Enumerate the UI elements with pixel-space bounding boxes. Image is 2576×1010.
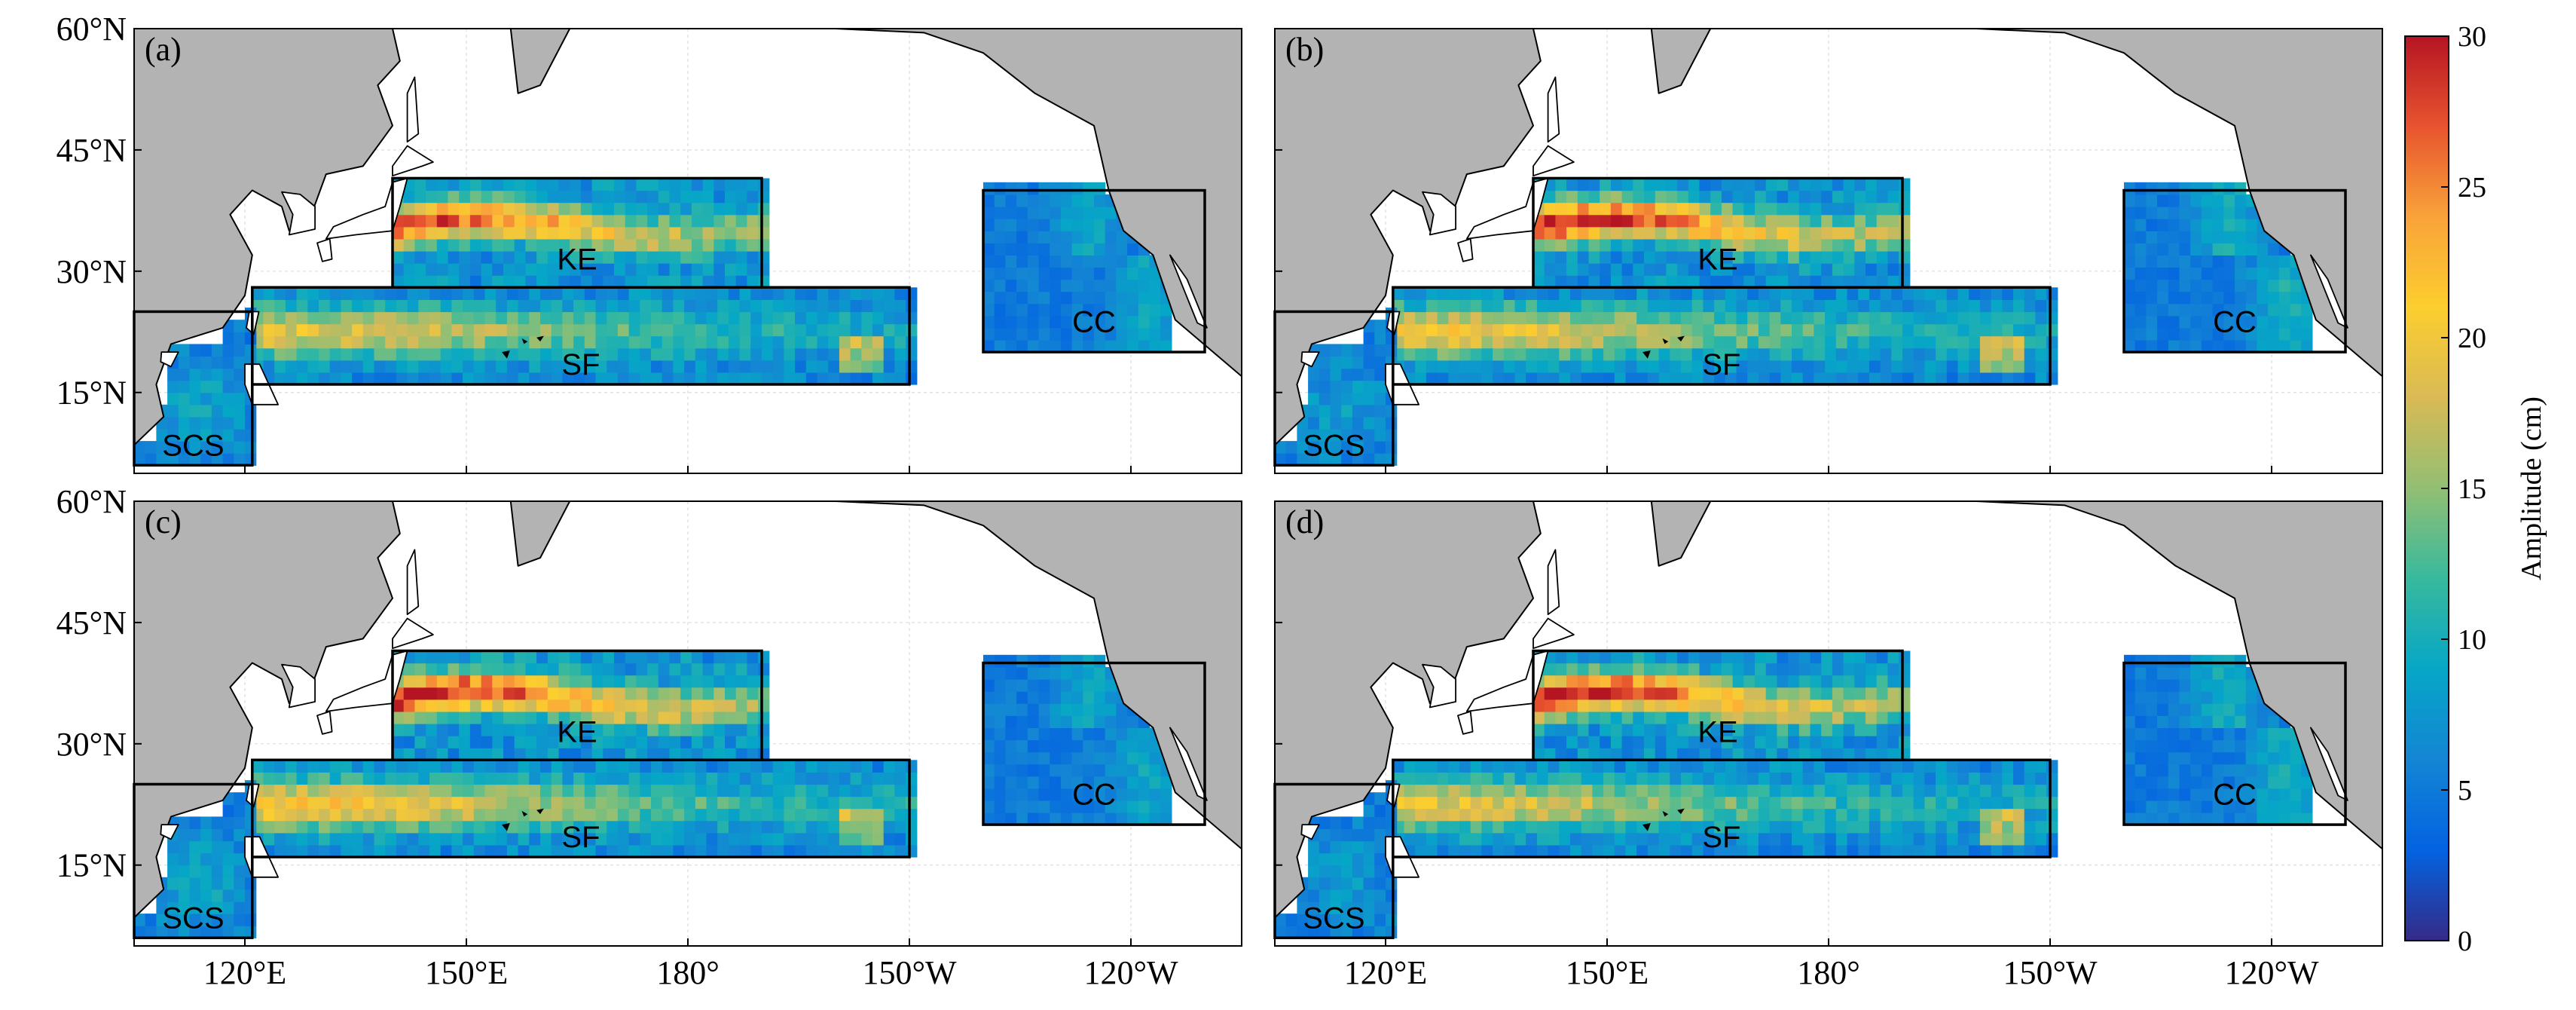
region-label-scs: SCS [162,901,224,935]
amplitude-field-ke [393,178,770,288]
lon-tick-label: 150°E [1566,954,1649,991]
lon-tick-label: 150°E [425,954,508,991]
region-label-sf: SF [561,821,600,854]
colorbar: 0 5 10 15 20 25 30 Amplitude (cm) [2404,21,2547,957]
lon-tick-label: 120°E [203,954,286,991]
lat-tick-label: 30°N [57,726,127,763]
lon-tick-label: 120°W [2224,954,2319,991]
region-boxes: KE SF CC SCS [1273,649,2347,940]
lat-tick-label: 15°N [57,375,127,412]
region-box-cc [2122,661,2347,826]
region-label-cc: CC [1072,305,1116,338]
colorbar-tick-label: 20 [2458,323,2486,354]
colorbar-tick-label: 10 [2458,624,2486,656]
map-panels: KE SF CC SCS (a) 60°N 45°N 30°N 15°N KE SF CC SCS (b)… [57,11,2383,991]
map-panel: KE SF CC SCS (d) 120°E 150°E 180° 150°W 120°W [1273,500,2383,991]
lon-tick-label: 180° [656,954,720,991]
region-label-cc: CC [2213,305,2257,338]
region-label-sf: SF [1702,348,1740,381]
amplitude-field-cc [2124,654,2313,825]
map-panel: KE SF CC SCS (a) 60°N 45°N 30°N 15°N [57,11,1242,474]
region-label-scs: SCS [1303,901,1364,935]
panel-label: (a) [145,31,182,68]
amplitude-field-sf [1392,760,2058,858]
colorbar-tick-label: 15 [2458,473,2486,505]
region-label-sf: SF [561,348,600,381]
amplitude-field-ke [1533,650,1911,761]
map-panel: KE SF CC SCS (b) [1273,28,2383,474]
lat-tick-label: 45°N [57,604,127,641]
colorbar-tick-label: 30 [2458,21,2486,53]
colorbar-label: Amplitude (cm) [2516,396,2547,580]
region-boxes: KE SF CC SCS [133,649,1206,940]
region-label-cc: CC [2213,778,2257,811]
region-label-cc: CC [1072,778,1116,811]
colorbar-ticks: 0 5 10 15 20 25 30 [2441,21,2486,957]
region-box-cc [982,661,1206,826]
region-label-ke: KE [557,716,597,749]
region-label-ke: KE [1697,716,1737,749]
region-box-cc [982,188,1206,354]
region-boxes: KE SF CC SCS [133,176,1206,467]
region-boxes: KE SF CC SCS [1273,176,2347,467]
panel-label: (c) [145,503,182,540]
landmass [1275,501,2382,919]
panel-label: (d) [1285,503,1324,540]
landmass [134,29,1242,446]
colorbar-tick-label: 5 [2458,775,2472,806]
amplitude-field-sf [252,287,918,385]
lat-tick-label: 60°N [57,11,127,47]
landmass [1275,29,2382,446]
region-label-sf: SF [1702,821,1740,854]
lon-tick-label: 150°W [2003,954,2098,991]
region-label-scs: SCS [162,429,224,462]
lat-tick-label: 60°N [57,483,127,520]
lon-tick-label: 120°E [1344,954,1427,991]
region-label-ke: KE [557,243,597,277]
colorbar-tick-label: 0 [2458,926,2472,957]
lat-tick-label: 15°N [57,847,127,884]
panel-label: (b) [1285,31,1324,68]
amplitude-field-cc [2124,182,2313,353]
lon-tick-label: 120°W [1083,954,1178,991]
landmass [134,501,1242,919]
lon-tick-label: 180° [1797,954,1860,991]
amplitude-field-sf [252,760,918,858]
map-panel: KE SF CC SCS (c) 60°N 45°N 30°N 15°N 120°E 150°E 18… [57,483,1242,991]
amplitude-field-cc [983,654,1172,825]
region-box-cc [2122,188,2347,354]
colorbar-tick-label: 25 [2458,172,2486,204]
amplitude-field-ke [1533,178,1911,288]
region-label-ke: KE [1697,243,1737,277]
lat-tick-label: 30°N [57,253,127,290]
amplitude-field-cc [983,182,1172,353]
lon-tick-label: 150°W [862,954,957,991]
lat-tick-label: 45°N [57,132,127,169]
region-label-scs: SCS [1303,429,1364,462]
amplitude-field-sf [1392,287,2058,385]
amplitude-field-scs [134,780,257,938]
